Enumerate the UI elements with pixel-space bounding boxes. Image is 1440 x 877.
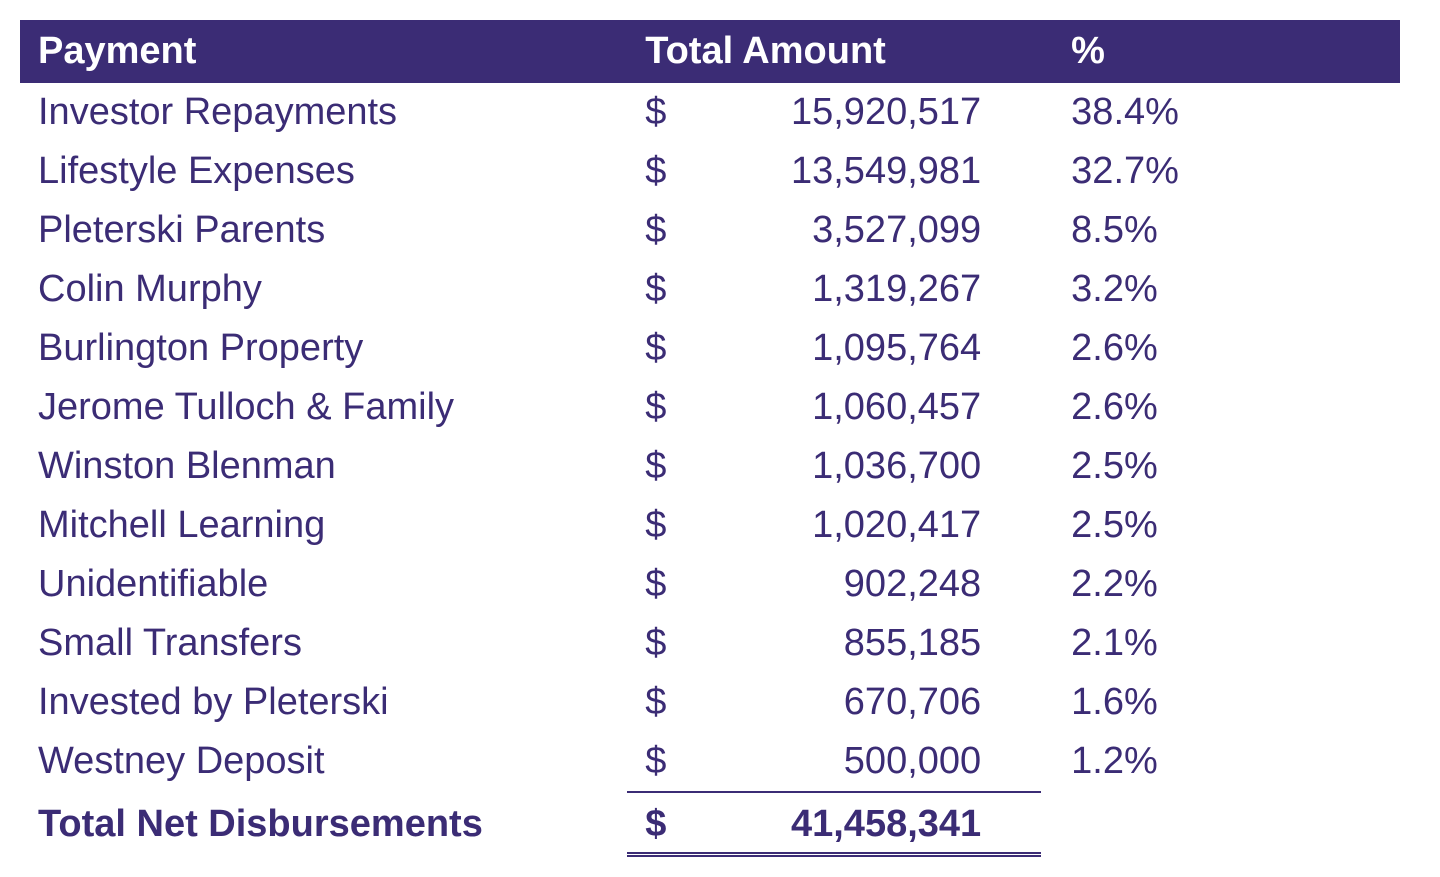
col-header-percent: %	[1041, 20, 1400, 83]
cell-percent: 2.5%	[1041, 437, 1400, 496]
cell-amount: 3,527,099	[710, 201, 1041, 260]
cell-percent: 1.6%	[1041, 673, 1400, 732]
cell-percent: 2.1%	[1041, 614, 1400, 673]
cell-amount: 1,036,700	[710, 437, 1041, 496]
cell-payment: Lifestyle Expenses	[20, 142, 627, 201]
table-row: Unidentifiable$902,2482.2%	[20, 555, 1400, 614]
cell-currency: $	[627, 201, 710, 260]
cell-percent: 2.6%	[1041, 319, 1400, 378]
cell-currency: $	[627, 732, 710, 792]
cell-payment: Winston Blenman	[20, 437, 627, 496]
table-row: Invested by Pleterski$670,7061.6%	[20, 673, 1400, 732]
table-row: Small Transfers$855,1852.1%	[20, 614, 1400, 673]
total-label: Total Net Disbursements	[20, 792, 627, 855]
cell-currency: $	[627, 378, 710, 437]
cell-currency: $	[627, 673, 710, 732]
cell-currency: $	[627, 614, 710, 673]
cell-amount: 1,319,267	[710, 260, 1041, 319]
cell-currency: $	[627, 555, 710, 614]
cell-payment: Invested by Pleterski	[20, 673, 627, 732]
cell-amount: 902,248	[710, 555, 1041, 614]
cell-payment: Jerome Tulloch & Family	[20, 378, 627, 437]
table-row: Investor Repayments$15,920,51738.4%	[20, 83, 1400, 142]
cell-currency: $	[627, 260, 710, 319]
table-row: Lifestyle Expenses$13,549,98132.7%	[20, 142, 1400, 201]
table-header-row: Payment Total Amount %	[20, 20, 1400, 83]
table-row: Colin Murphy$1,319,2673.2%	[20, 260, 1400, 319]
table-row: Burlington Property$1,095,7642.6%	[20, 319, 1400, 378]
cell-currency: $	[627, 496, 710, 555]
total-currency: $	[627, 792, 710, 855]
cell-percent: 8.5%	[1041, 201, 1400, 260]
table-total-row: Total Net Disbursements$41,458,341	[20, 792, 1400, 855]
cell-currency: $	[627, 319, 710, 378]
cell-payment: Westney Deposit	[20, 732, 627, 792]
cell-amount: 500,000	[710, 732, 1041, 792]
col-header-payment: Payment	[20, 20, 627, 83]
disbursements-table-wrap: Payment Total Amount % Investor Repaymen…	[20, 20, 1400, 857]
cell-payment: Mitchell Learning	[20, 496, 627, 555]
cell-amount: 1,020,417	[710, 496, 1041, 555]
cell-payment: Colin Murphy	[20, 260, 627, 319]
cell-currency: $	[627, 83, 710, 142]
cell-amount: 15,920,517	[710, 83, 1041, 142]
cell-payment: Pleterski Parents	[20, 201, 627, 260]
total-amount: 41,458,341	[710, 792, 1041, 855]
table-row: Pleterski Parents$3,527,0998.5%	[20, 201, 1400, 260]
cell-amount: 670,706	[710, 673, 1041, 732]
col-header-amount: Total Amount	[627, 20, 1041, 83]
table-row: Winston Blenman$1,036,7002.5%	[20, 437, 1400, 496]
cell-amount: 1,095,764	[710, 319, 1041, 378]
cell-percent: 2.5%	[1041, 496, 1400, 555]
cell-percent: 1.2%	[1041, 732, 1400, 792]
cell-percent: 38.4%	[1041, 83, 1400, 142]
table-row: Jerome Tulloch & Family$1,060,4572.6%	[20, 378, 1400, 437]
table-row: Mitchell Learning$1,020,4172.5%	[20, 496, 1400, 555]
table-row: Westney Deposit$500,0001.2%	[20, 732, 1400, 792]
total-percent	[1041, 792, 1400, 855]
cell-amount: 1,060,457	[710, 378, 1041, 437]
cell-percent: 3.2%	[1041, 260, 1400, 319]
cell-percent: 2.2%	[1041, 555, 1400, 614]
cell-payment: Burlington Property	[20, 319, 627, 378]
cell-currency: $	[627, 437, 710, 496]
cell-currency: $	[627, 142, 710, 201]
cell-payment: Small Transfers	[20, 614, 627, 673]
cell-payment: Unidentifiable	[20, 555, 627, 614]
cell-amount: 855,185	[710, 614, 1041, 673]
cell-payment: Investor Repayments	[20, 83, 627, 142]
cell-percent: 32.7%	[1041, 142, 1400, 201]
cell-amount: 13,549,981	[710, 142, 1041, 201]
disbursements-table: Payment Total Amount % Investor Repaymen…	[20, 20, 1400, 857]
cell-percent: 2.6%	[1041, 378, 1400, 437]
